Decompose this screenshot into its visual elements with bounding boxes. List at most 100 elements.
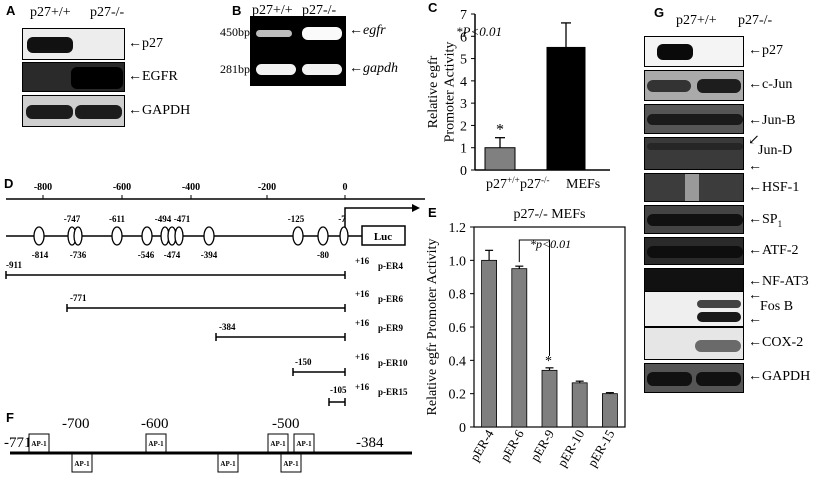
construct-er15-name: p-ER15	[378, 387, 408, 397]
scale-tick-600: -600	[113, 182, 131, 193]
ap1-box-1	[28, 433, 50, 453]
ap1-box-4	[293, 433, 315, 453]
blot-g-jund-label: Jun-D	[758, 143, 793, 158]
blot-g-jund-arrow-bottom: ←	[748, 159, 762, 174]
ap1-box-1-label: AP-1	[31, 440, 47, 448]
blot-g-fosb-label: Fos B	[760, 299, 794, 314]
chart-e-ytick-label: 0	[459, 421, 466, 436]
panel-g-letter: G	[654, 5, 665, 20]
gel-size-281: 281bp	[220, 62, 250, 76]
chart-c-ytick-label: 7	[460, 8, 467, 23]
construct-er6-start: -771	[70, 293, 87, 303]
blot-g-sp1-label: ←SP1	[748, 212, 783, 229]
ap1-box-2-label: AP-1	[148, 440, 164, 448]
panel-g-lane-2: p27-/-	[738, 13, 773, 28]
gel-gapdh	[250, 52, 346, 86]
panel-d-letter: D	[4, 176, 14, 191]
panel-b-lane-2: p27-/-	[302, 3, 337, 18]
chart-e-ytick-label: 0.4	[449, 354, 467, 369]
site-label-814: -814	[32, 250, 49, 260]
gel-gapdh-label: ←gapdh	[349, 61, 398, 76]
ap1-tick-500: -500	[272, 416, 300, 432]
site-736	[73, 226, 83, 246]
blot-g-junb	[644, 104, 744, 134]
chart-c-star: *	[496, 122, 504, 139]
chart-e-ytick-label: 0.2	[449, 388, 467, 403]
construct-er10-start: -150	[295, 357, 312, 367]
site-80	[317, 226, 329, 246]
blot-g-jund	[644, 137, 744, 170]
blot-g-hsf1-label: ←HSF-1	[748, 180, 800, 195]
blot-g-gapdh	[644, 363, 744, 393]
scale-tick-800: -800	[34, 182, 52, 193]
luc-box	[361, 225, 406, 246]
chart-c-ytick-label: 1	[460, 142, 467, 157]
site-label-611: -611	[109, 214, 126, 224]
chart-e-ytick-label: 1.2	[449, 221, 467, 236]
ap1-box-7	[280, 453, 302, 473]
panel-g-lane-1: p27+/+	[676, 13, 717, 28]
chart-c-ytick-label: 2	[460, 119, 467, 134]
chart-e-significance-bracket	[518, 239, 550, 356]
ap1-box-2	[145, 433, 167, 453]
construct-er6-end: +16	[355, 289, 370, 299]
ap1-box-7-label: AP-1	[283, 460, 299, 468]
panel-f-letter: F	[6, 410, 14, 425]
blot-g-jund-arrow-top: ↙	[748, 133, 760, 148]
construct-er15-start: -105	[330, 385, 347, 395]
panel-c-letter: C	[428, 0, 438, 15]
construct-er15-end: +16	[355, 382, 370, 392]
chart-c-bar-2	[546, 46, 586, 171]
blot-g-cox2	[644, 327, 744, 360]
blot-g-junb-label: ←Jun-B	[748, 113, 796, 128]
ap1-box-6	[217, 453, 239, 473]
panel-b-letter: B	[232, 3, 242, 18]
blot-g-cjun-label: ←c-Jun	[748, 77, 793, 92]
luc-label: Luc	[374, 231, 392, 243]
blot-g-hsf1	[644, 173, 744, 202]
site-label-474: -474	[164, 250, 181, 260]
chart-c-ytick-label: 3	[460, 97, 467, 112]
blot-g-nfat3-label: ←NF-AT3	[748, 274, 809, 289]
construct-er6-name: p-ER6	[378, 294, 404, 304]
construct-er10-name: p-ER10	[378, 358, 408, 368]
chart-e-ytick-label: 1.0	[449, 254, 467, 269]
blot-g-atf2	[644, 237, 744, 265]
chart-e-ylabel: Relative egfr Promoter Activity	[425, 239, 440, 416]
site-546	[141, 226, 153, 246]
blot-a-gapdh-label: ←GAPDH	[128, 103, 191, 118]
blot-g-cjun	[644, 70, 744, 101]
construct-er10-end: +16	[355, 352, 370, 362]
blot-g-sp1	[644, 205, 744, 234]
site-611	[111, 226, 123, 246]
blot-g-fosb	[644, 291, 744, 327]
blot-a-p27	[22, 28, 125, 60]
chart-e-title: p27-/- MEFs	[514, 207, 586, 222]
ap1-box-4-label: AP-1	[296, 440, 312, 448]
site-label-125: -125	[288, 214, 305, 224]
site-label-494: -494	[155, 214, 172, 224]
construct-er4-end: +16	[355, 256, 370, 266]
site-7	[339, 226, 349, 246]
construct-er9-name: p-ER9	[378, 323, 404, 333]
chart-c-ytick-label: 0	[460, 164, 467, 179]
blot-g-fosb-arrow-bottom: ←	[748, 312, 762, 327]
ap1-tick-700: -700	[62, 416, 90, 432]
construct-er4-start: -911	[6, 260, 23, 270]
chart-e-note: *p<0.01	[530, 237, 571, 251]
chart-e-ytick-label: 0.8	[449, 288, 467, 303]
site-label-7: -7	[338, 214, 346, 224]
blot-g-fosb-arrow-top: ←	[748, 288, 762, 303]
ap1-box-3-label: AP-1	[270, 440, 286, 448]
ap1-box-5-label: AP-1	[74, 460, 90, 468]
chart-e-ytick-label: 0.6	[449, 321, 467, 336]
panel-a-lane-1: p27+/+	[30, 5, 71, 20]
site-label-80: -80	[317, 250, 329, 260]
chart-c-note: *P<0.01	[456, 24, 502, 39]
gel-size-450: 450bp	[220, 25, 250, 39]
panel-a-letter: A	[6, 3, 16, 18]
blot-a-egfr	[22, 62, 125, 92]
